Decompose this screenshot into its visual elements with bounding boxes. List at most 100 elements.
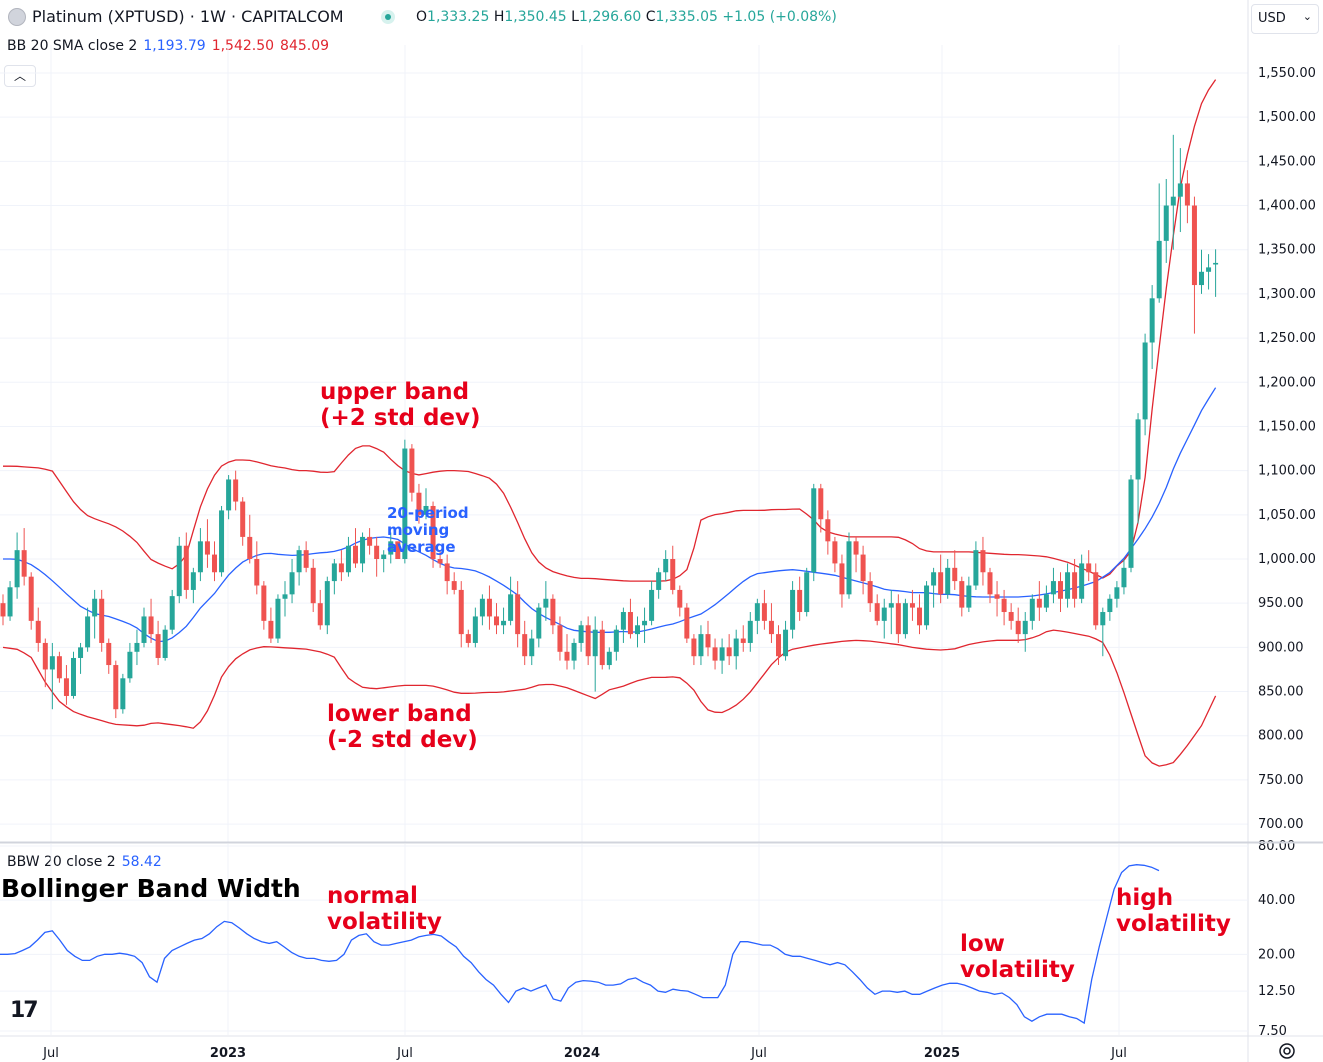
ma-annotation-2: moving <box>387 521 449 539</box>
candle-body <box>331 563 337 582</box>
lower-band-annotation-1: lower band <box>327 701 472 727</box>
candle-body <box>479 598 485 617</box>
candle-body <box>1199 271 1204 286</box>
candle-body <box>197 541 203 573</box>
bbw-tick-label: 12.50 <box>1258 984 1295 999</box>
time-tick-label: Jul <box>1110 1046 1127 1061</box>
candle-body <box>494 616 499 626</box>
candle-body <box>353 545 358 564</box>
close-label: C <box>645 9 656 25</box>
open-value: 1,333.25 <box>427 9 490 25</box>
candle-body <box>818 488 824 520</box>
bbw-tick-label: 40.00 <box>1258 893 1295 908</box>
price-tick-label: 1,250.00 <box>1258 331 1316 346</box>
candle-body <box>458 589 464 635</box>
time-tick-label: Jul <box>42 1046 59 1061</box>
candle-body <box>120 678 126 710</box>
lower-band-annotation-2: (-2 std dev) <box>327 727 478 753</box>
candle-body <box>1100 612 1106 626</box>
time-tick-label: 2023 <box>210 1046 246 1061</box>
normal-volatility-annotation-2: volatility <box>327 909 442 935</box>
candle-body <box>987 572 993 595</box>
time-tick-label: Jul <box>750 1046 767 1061</box>
candle-body <box>712 647 718 661</box>
candle-body <box>783 629 789 657</box>
candle-body <box>1022 620 1028 635</box>
candle-body <box>261 585 267 621</box>
candle-body <box>282 594 288 599</box>
candle-body <box>1170 196 1176 206</box>
candle-body <box>183 545 189 590</box>
candle-body <box>1163 205 1169 241</box>
settings-icon[interactable] <box>1277 1041 1297 1061</box>
ohlc-readout: O1,333.25 H1,350.45 L1,296.60 C1,335.05 … <box>416 9 837 25</box>
price-tick-label: 800.00 <box>1258 729 1304 744</box>
currency-label: USD <box>1258 11 1286 26</box>
ma-annotation-3: average <box>387 538 456 556</box>
bbw-indicator-legend[interactable]: BBW 20 close 2 58.42 <box>7 854 162 870</box>
candle-body <box>663 559 669 573</box>
time-tick-label: 2024 <box>564 1046 600 1061</box>
candle-body <box>1086 563 1092 573</box>
candle-body <box>162 629 168 658</box>
candle-body <box>416 492 422 515</box>
candle-body <box>1036 598 1042 608</box>
candle-body <box>613 629 619 652</box>
price-tick-label: 1,500.00 <box>1258 110 1316 125</box>
tradingview-logo-icon[interactable]: 17 <box>10 998 39 1023</box>
candle-body <box>49 656 55 670</box>
price-tick-label: 1,200.00 <box>1258 375 1316 390</box>
bb-lower-value: 845.09 <box>280 38 330 54</box>
candle-body <box>148 616 154 635</box>
candle-body <box>289 572 295 595</box>
candle-body <box>804 572 810 613</box>
bbw-title-annotation: Bollinger Band Width <box>1 874 301 903</box>
high-label: H <box>493 9 505 25</box>
symbol-title[interactable]: Platinum (XPTUSD) · 1W · CAPITALCOM <box>32 7 344 26</box>
candle-body <box>825 519 831 542</box>
candle-body <box>627 612 633 635</box>
candle-body <box>226 479 232 511</box>
candle-body <box>705 634 711 648</box>
candle-body <box>973 550 979 586</box>
bbw-line <box>0 864 1160 1025</box>
candle-body <box>437 559 443 564</box>
candle-body <box>106 642 112 666</box>
candle-body <box>578 625 584 643</box>
candle-body <box>874 603 880 621</box>
candle-body <box>345 545 351 573</box>
candle-body <box>529 638 535 657</box>
candle-body <box>338 563 344 573</box>
candle-body <box>7 587 13 617</box>
candle-body <box>846 541 852 595</box>
candle-body <box>465 634 471 643</box>
time-tick-label: Jul <box>396 1046 413 1061</box>
currency-select[interactable]: USD ⌄ <box>1251 4 1319 34</box>
upper-band-line <box>3 79 1217 582</box>
price-tick-label: 1,400.00 <box>1258 199 1316 214</box>
candle-body <box>677 589 683 608</box>
candle-body <box>599 629 605 666</box>
candle-body <box>1072 572 1078 599</box>
candle-body <box>853 541 859 555</box>
candle-body <box>21 550 27 577</box>
low-volatility-annotation-2: volatility <box>960 957 1075 983</box>
low-volatility-annotation-1: low <box>960 931 1005 957</box>
candle-body <box>790 589 796 630</box>
candle-body <box>888 603 894 608</box>
candle-body <box>56 656 62 679</box>
candle-body <box>1184 183 1190 206</box>
candle-body <box>1107 598 1113 613</box>
candle-body <box>247 536 253 559</box>
candle-body <box>606 651 612 666</box>
high-value: 1,350.45 <box>504 9 567 25</box>
candle-body <box>649 589 655 621</box>
candle-body <box>952 567 958 582</box>
bb-indicator-legend[interactable]: BB 20 SMA close 2 1,193.79 1,542.50 845.09 <box>7 38 329 54</box>
candle-body <box>522 634 528 657</box>
candle-body <box>1191 205 1197 286</box>
candle-body <box>1015 620 1021 635</box>
candle-body <box>881 607 887 621</box>
candle-body <box>430 505 436 559</box>
